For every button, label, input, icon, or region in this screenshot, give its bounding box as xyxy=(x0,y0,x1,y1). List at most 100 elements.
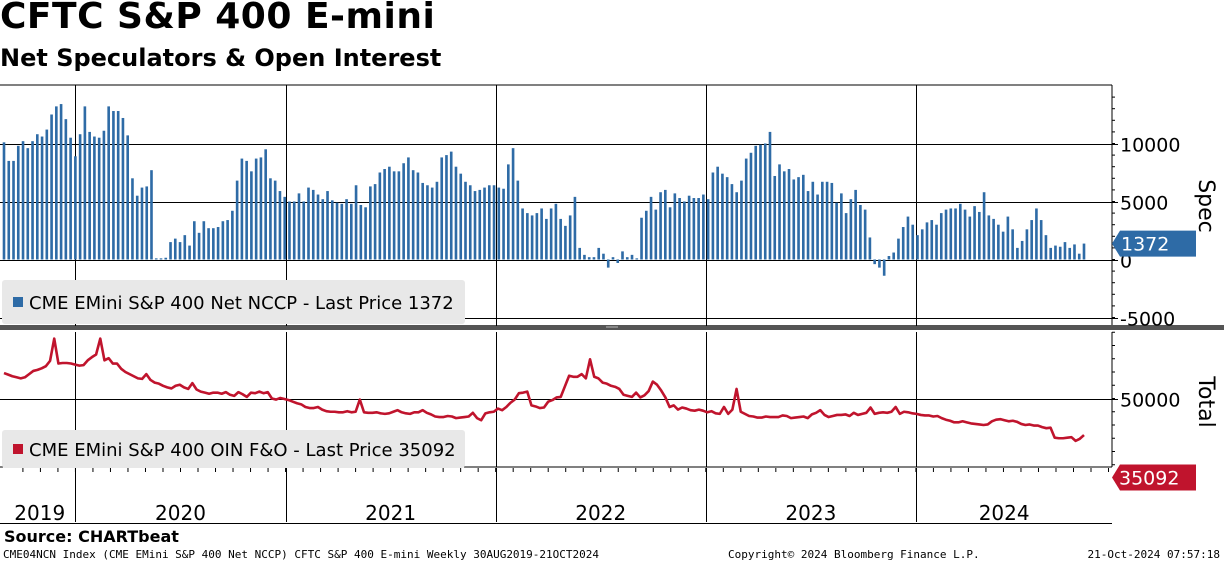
spec-bar xyxy=(749,152,753,260)
spec-bar xyxy=(649,196,653,260)
spec-bar xyxy=(887,256,891,260)
spec-bar xyxy=(825,181,829,260)
spec-bar xyxy=(968,216,972,260)
spec-bar xyxy=(264,149,267,260)
year-label-2021: 2021 xyxy=(365,501,416,525)
spec-bar xyxy=(792,179,796,260)
year-label-2024: 2024 xyxy=(979,501,1030,525)
spec-bar xyxy=(606,259,610,268)
spec-bar xyxy=(311,189,315,260)
spec-bar xyxy=(307,187,310,260)
spec-bar xyxy=(782,171,786,260)
spec-bar xyxy=(635,258,639,260)
spec-bar xyxy=(616,259,620,263)
spec-bar xyxy=(958,203,962,260)
spec-bar xyxy=(801,174,805,260)
spec-bar xyxy=(183,235,187,260)
spec-bar xyxy=(435,181,439,260)
spec-bar xyxy=(330,200,334,260)
spec-bar xyxy=(402,163,405,260)
spec-bar xyxy=(116,111,120,260)
spec-bar xyxy=(659,192,662,260)
spec-bar xyxy=(1077,253,1081,260)
spec-bar xyxy=(26,148,30,260)
spec-bar xyxy=(112,111,115,260)
spec-bar xyxy=(554,203,558,260)
spec-bar xyxy=(21,141,25,260)
spec-bar xyxy=(69,137,72,260)
spec-bar xyxy=(797,177,800,260)
spec-bar xyxy=(778,164,781,260)
spec-bar xyxy=(564,225,567,260)
spec-bar xyxy=(673,193,677,260)
spec-bar xyxy=(164,257,168,260)
spec-bar xyxy=(602,253,605,260)
spec-bar xyxy=(169,242,172,260)
spec-bar xyxy=(535,213,539,260)
spec-bar xyxy=(716,166,719,260)
spec-bar xyxy=(530,215,534,260)
total-last-price-label: 35092 xyxy=(1119,468,1179,490)
footer-copyright: Copyright© 2024 Bloomberg Finance L.P. xyxy=(728,548,980,561)
spec-bar xyxy=(240,158,244,260)
spec-bar xyxy=(721,173,724,260)
spec-bar xyxy=(930,220,934,260)
spec-axis-label: Spec xyxy=(1193,179,1218,233)
spec-bar xyxy=(55,106,58,260)
spec-bar xyxy=(568,215,572,260)
spec-bar xyxy=(326,191,329,260)
spec-bar xyxy=(640,217,643,260)
spec-bar xyxy=(221,221,225,260)
spec-bar xyxy=(678,198,681,260)
spec-bar xyxy=(1044,235,1048,260)
spec-bar xyxy=(787,169,791,260)
spec-bar xyxy=(88,131,91,260)
spec-bar xyxy=(59,104,63,260)
spec-bar xyxy=(806,191,810,260)
spec-bar xyxy=(702,194,705,260)
spec-bar xyxy=(426,185,429,260)
spec-bar xyxy=(316,194,320,260)
spec-bar xyxy=(378,172,382,260)
spec-bar xyxy=(954,208,957,260)
footer-timestamp: 21-Oct-2024 07:57:18 xyxy=(1087,548,1220,561)
year-label-2019: 2019 xyxy=(14,501,65,525)
spec-bar xyxy=(473,191,477,260)
spec-bar xyxy=(411,170,415,260)
spec-bar xyxy=(445,155,448,260)
spec-bar xyxy=(906,216,910,260)
spec-bar xyxy=(949,208,953,260)
spec-bar xyxy=(497,187,501,260)
spec-bar xyxy=(549,208,553,260)
spec-bar xyxy=(464,181,467,260)
spec-bar xyxy=(868,237,872,260)
spec-bar xyxy=(492,185,496,260)
spec-bar xyxy=(269,178,272,260)
spec-bar xyxy=(863,209,867,260)
spec-bar xyxy=(1016,247,1019,260)
spec-bar xyxy=(154,258,158,260)
spec-bar xyxy=(654,209,658,260)
spec-bar xyxy=(202,221,206,260)
spec-bar xyxy=(502,188,505,260)
spec-bar xyxy=(592,257,596,260)
spec-bar xyxy=(188,245,191,260)
spec-bar xyxy=(7,160,11,260)
spec-bar xyxy=(735,192,738,260)
spec-bar xyxy=(459,173,463,260)
spec-last-price-tag xyxy=(1112,230,1196,257)
spec-bar xyxy=(830,182,834,260)
spec-bar xyxy=(93,136,96,260)
spec-bar xyxy=(982,192,986,260)
spec-bar xyxy=(388,166,391,260)
spec-bar xyxy=(83,106,87,260)
year-label-2020: 2020 xyxy=(155,501,206,525)
x-axis: 2019 2020 2021 2022 2023 2024 xyxy=(0,468,1112,525)
spec-bar xyxy=(430,187,434,260)
spec-bar xyxy=(763,143,767,260)
spec-bar xyxy=(354,185,358,260)
spec-bar xyxy=(278,191,282,260)
year-label-2022: 2022 xyxy=(575,501,626,525)
spec-bar xyxy=(925,222,929,260)
